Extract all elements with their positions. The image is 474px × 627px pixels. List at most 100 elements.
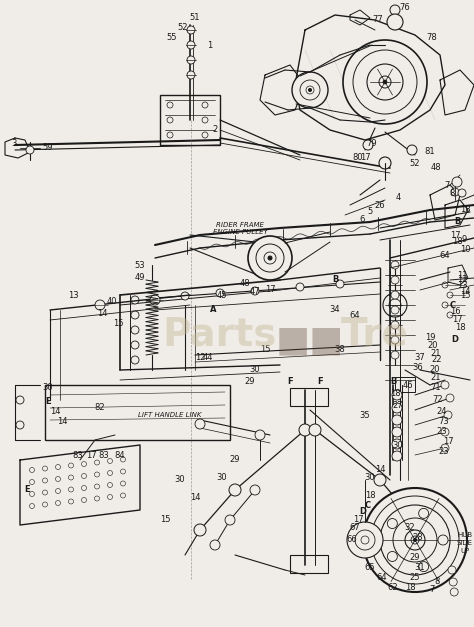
- Text: 79: 79: [367, 139, 377, 147]
- Circle shape: [187, 26, 195, 34]
- Text: 13: 13: [68, 290, 78, 300]
- Circle shape: [309, 424, 321, 436]
- Text: 37: 37: [415, 354, 425, 362]
- Circle shape: [347, 522, 383, 558]
- Circle shape: [392, 439, 402, 449]
- Circle shape: [444, 411, 452, 419]
- Text: 29: 29: [230, 455, 240, 465]
- Circle shape: [387, 519, 397, 529]
- Circle shape: [292, 72, 328, 108]
- Text: 83: 83: [73, 451, 83, 460]
- Text: 9: 9: [461, 236, 466, 245]
- Text: 18: 18: [452, 238, 462, 246]
- Text: 17: 17: [450, 231, 460, 240]
- Circle shape: [363, 140, 373, 150]
- Text: 82: 82: [95, 404, 105, 413]
- Circle shape: [94, 460, 100, 465]
- Text: 18: 18: [365, 490, 375, 500]
- Circle shape: [296, 283, 304, 291]
- Text: 62: 62: [388, 584, 398, 593]
- Circle shape: [202, 102, 208, 108]
- Circle shape: [94, 484, 100, 489]
- Text: 35: 35: [360, 411, 370, 419]
- Circle shape: [404, 509, 416, 521]
- Text: 30: 30: [365, 473, 375, 483]
- Text: 81: 81: [425, 147, 435, 157]
- Circle shape: [392, 390, 402, 400]
- Text: 12: 12: [195, 354, 205, 362]
- Text: E: E: [24, 485, 30, 495]
- Circle shape: [389, 299, 401, 311]
- Circle shape: [95, 300, 105, 310]
- Bar: [45, 385, 230, 440]
- Bar: [395, 377, 415, 392]
- Circle shape: [451, 188, 459, 196]
- Text: 76: 76: [400, 4, 410, 13]
- Text: 64: 64: [377, 574, 387, 582]
- Circle shape: [367, 64, 403, 100]
- Circle shape: [336, 280, 344, 288]
- Text: 45: 45: [217, 290, 227, 300]
- Circle shape: [181, 292, 189, 300]
- Circle shape: [150, 295, 160, 305]
- Text: 2: 2: [212, 125, 218, 135]
- Text: 34: 34: [330, 305, 340, 315]
- Text: 73: 73: [438, 418, 449, 426]
- Circle shape: [392, 451, 402, 461]
- Circle shape: [108, 458, 112, 463]
- Circle shape: [391, 276, 399, 284]
- Text: 18: 18: [390, 389, 401, 398]
- Circle shape: [167, 102, 173, 108]
- Text: 15: 15: [113, 319, 123, 327]
- Text: 14: 14: [57, 418, 67, 426]
- Circle shape: [29, 492, 35, 497]
- Text: 78: 78: [427, 33, 438, 43]
- Circle shape: [452, 177, 462, 187]
- Circle shape: [383, 80, 387, 84]
- Circle shape: [202, 132, 208, 138]
- Text: 16: 16: [450, 307, 460, 317]
- Circle shape: [120, 457, 126, 462]
- Circle shape: [448, 566, 456, 574]
- Circle shape: [425, 560, 435, 570]
- Circle shape: [167, 117, 173, 123]
- Text: 14: 14: [50, 408, 60, 416]
- Text: 38: 38: [335, 345, 346, 354]
- Circle shape: [355, 530, 375, 550]
- Circle shape: [167, 132, 173, 138]
- Text: 18: 18: [455, 322, 465, 332]
- Circle shape: [69, 475, 73, 480]
- Text: 31: 31: [415, 562, 425, 571]
- Text: C: C: [450, 300, 456, 310]
- Text: 30: 30: [217, 473, 228, 483]
- Text: 1: 1: [207, 41, 213, 50]
- Circle shape: [379, 157, 391, 169]
- Text: B: B: [390, 377, 396, 386]
- Text: 49: 49: [135, 273, 145, 283]
- Text: 30: 30: [175, 475, 185, 485]
- Text: C: C: [365, 500, 371, 510]
- Circle shape: [374, 474, 386, 486]
- Circle shape: [419, 508, 428, 519]
- Text: 80: 80: [353, 154, 363, 162]
- Text: 14: 14: [460, 287, 470, 295]
- Circle shape: [405, 530, 425, 550]
- Circle shape: [187, 41, 195, 49]
- Text: 52: 52: [178, 23, 188, 33]
- Text: 22: 22: [432, 356, 442, 364]
- Text: 30: 30: [392, 441, 403, 450]
- Text: HUB: HUB: [457, 532, 473, 538]
- Circle shape: [309, 88, 311, 92]
- Circle shape: [55, 477, 61, 482]
- Circle shape: [393, 518, 437, 562]
- Text: A: A: [210, 305, 216, 315]
- Text: 15: 15: [160, 515, 170, 525]
- Circle shape: [446, 394, 454, 402]
- Circle shape: [449, 578, 457, 586]
- Text: Tre: Tre: [341, 316, 409, 354]
- Text: 17: 17: [452, 315, 462, 325]
- Circle shape: [202, 117, 208, 123]
- Text: 23: 23: [437, 428, 447, 436]
- Bar: [160, 95, 220, 145]
- Circle shape: [458, 189, 466, 197]
